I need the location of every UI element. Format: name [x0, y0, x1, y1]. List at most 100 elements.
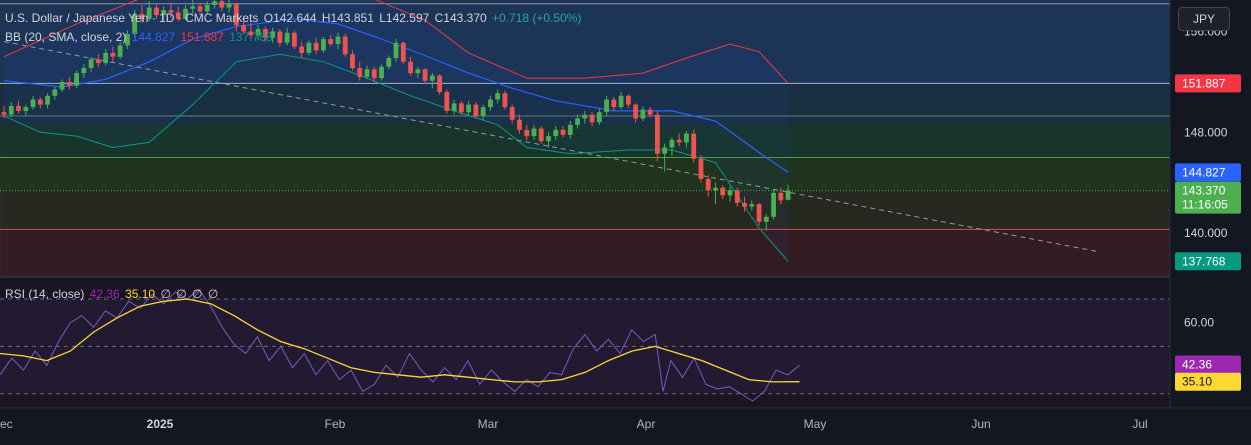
price-axis-tick-2: 140.000 [1184, 226, 1228, 240]
candle-body [553, 129, 559, 137]
candle-body [480, 107, 486, 116]
candle-body [255, 28, 261, 36]
candle-body [357, 68, 363, 77]
bb-basis-badge [1175, 163, 1241, 182]
bb-lower-value: 137.768 [229, 30, 273, 44]
candle-body [95, 59, 101, 64]
bb-lower-badge [1175, 252, 1241, 271]
candle-body [313, 42, 319, 51]
candle-body [698, 158, 704, 179]
rsi-badge-label-1: 35.10 [1182, 375, 1212, 389]
bb-label: BB (20, SMA, close, 2) [5, 30, 127, 44]
candle-body [444, 92, 450, 111]
candle-body [132, 13, 138, 35]
candle-body [437, 75, 442, 92]
candle-body [379, 66, 384, 79]
candle-body [713, 187, 718, 191]
time-axis-tick-1: 2025 [147, 417, 174, 431]
candle-body [647, 109, 653, 115]
time-axis-tick-3: Mar [478, 417, 499, 431]
candle-body [146, 7, 152, 19]
candle-body [350, 54, 355, 69]
bb-lower-badge-label: 137.768 [1182, 254, 1226, 268]
candle-body [117, 45, 123, 57]
candle-body [393, 42, 399, 58]
candle-body [328, 39, 334, 45]
candle-body [778, 192, 784, 201]
time-axis-tick-0: ec [0, 417, 13, 431]
bb-upper-badge [1175, 74, 1241, 93]
candle-body [292, 32, 297, 47]
candle-body [749, 204, 755, 207]
candle-body [74, 73, 79, 86]
rsi-badge-0 [1175, 355, 1241, 374]
candle-body [655, 114, 660, 154]
candle-body [662, 147, 668, 154]
price-zone-4 [0, 190, 1170, 230]
candle-body [110, 52, 116, 57]
high-value: H143.851 [321, 11, 374, 25]
rsi-axis-tick-0: 60.00 [1184, 316, 1214, 330]
candle-body [168, 10, 174, 13]
candle-body [669, 139, 675, 148]
candle-body [763, 216, 769, 222]
price-zone-2 [0, 124, 1170, 158]
candle-body [509, 107, 515, 120]
time-axis-tick-4: Apr [637, 417, 656, 431]
candle-body [270, 31, 276, 38]
time-axis-tick-5: May [804, 417, 827, 431]
candle-body [8, 105, 14, 115]
candle-body [66, 81, 72, 86]
candle-body [16, 105, 21, 111]
rsi-badge-1 [1175, 372, 1241, 391]
candle-body [604, 99, 609, 113]
candle-body [197, 6, 203, 12]
candle-body [538, 128, 544, 142]
candle-body [59, 81, 65, 90]
open-value: O142.644 [263, 11, 317, 25]
candle-body [386, 57, 392, 67]
price-legend: U.S. Dollar / Japanese Yen · 1D · CMC Ma… [5, 10, 583, 26]
candle-body [684, 133, 689, 143]
candle-body [524, 129, 530, 137]
price-zone-3 [0, 157, 1170, 191]
time-axis-tick-7: Jul [1132, 417, 1147, 431]
rsi-empty-2: ∅ [176, 287, 187, 301]
candle-body [364, 69, 370, 77]
rsi-ma-line [0, 298, 800, 383]
rsi-line [0, 288, 800, 402]
price-zone-5 [0, 229, 1170, 276]
candle-body [495, 93, 501, 100]
candle-body [415, 69, 421, 74]
candle-body [284, 32, 290, 43]
currency-button[interactable]: JPY [1178, 7, 1230, 31]
time-axis-tick-2: Feb [325, 417, 346, 431]
candle-body [154, 7, 159, 16]
candle-body [23, 107, 29, 111]
rsi-label: RSI (14, close) [5, 287, 85, 301]
candle-body [161, 10, 167, 16]
candle-body [88, 59, 94, 69]
candle-body [400, 42, 406, 62]
candle-body [408, 61, 413, 74]
bb-upper-badge-label: 151.887 [1182, 76, 1226, 90]
rsi-badge-label-0: 42.36 [1182, 357, 1212, 371]
candle-body [531, 128, 537, 137]
candle-body [734, 190, 740, 203]
candle-body [488, 99, 493, 108]
candle-body [233, 3, 239, 26]
close-value: C143.370 [434, 11, 487, 25]
candle-body [277, 31, 283, 43]
bb-basis-value: 144.827 [131, 30, 176, 44]
time-axis-tick-6: Jun [971, 417, 990, 431]
candle-body [342, 36, 348, 55]
candle-body [262, 28, 268, 38]
price-axis-tick-1: 148.000 [1184, 125, 1228, 139]
candle-body [226, 3, 232, 8]
candle-body [596, 112, 602, 123]
candle-body [429, 75, 435, 81]
candle-body [517, 119, 522, 130]
bb-upper-line [3, 0, 789, 84]
candle-body [582, 114, 588, 119]
